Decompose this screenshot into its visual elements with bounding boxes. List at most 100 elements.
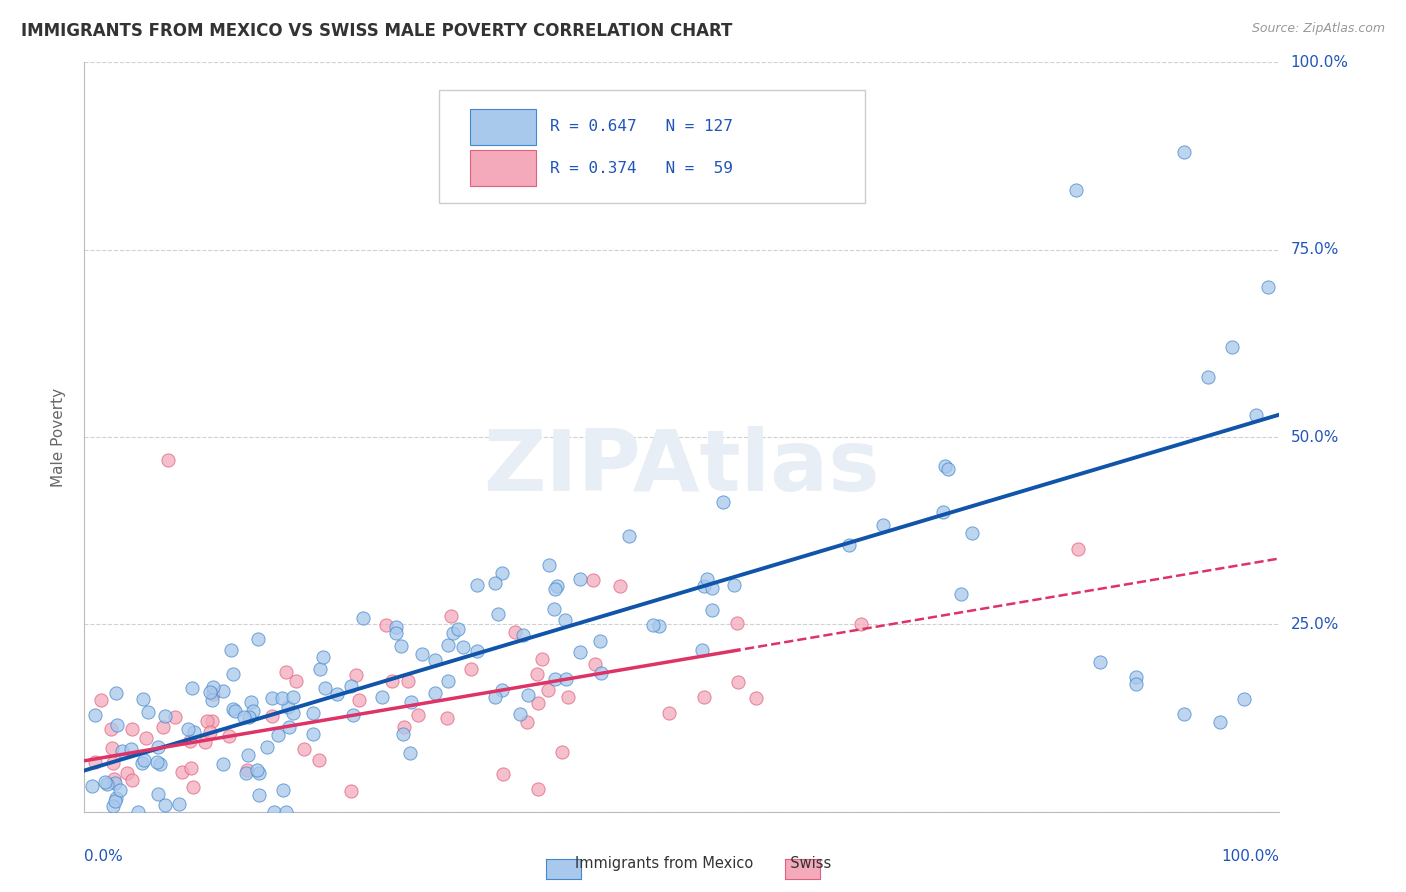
- Point: [183, 724, 205, 739]
- Point: [232, 710, 254, 724]
- Point: [389, 639, 412, 653]
- Point: [222, 666, 245, 681]
- Point: [1197, 370, 1219, 384]
- Point: [1209, 714, 1232, 729]
- Point: [512, 628, 534, 642]
- Point: [437, 673, 460, 688]
- Point: [551, 745, 574, 759]
- Point: [224, 704, 246, 718]
- Point: [725, 616, 748, 631]
- Point: [543, 672, 565, 686]
- Point: [135, 731, 157, 745]
- Point: [392, 720, 415, 734]
- Point: [381, 674, 404, 689]
- Point: [1233, 692, 1256, 706]
- Point: [104, 794, 127, 808]
- Point: [239, 695, 262, 709]
- Point: [115, 765, 138, 780]
- Point: [440, 609, 463, 624]
- Point: [84, 708, 107, 723]
- Point: [526, 666, 548, 681]
- Point: [198, 724, 221, 739]
- Point: [658, 706, 681, 720]
- Point: [131, 756, 153, 770]
- Point: [486, 607, 509, 621]
- Point: [949, 586, 972, 600]
- Point: [723, 578, 745, 592]
- Point: [120, 742, 142, 756]
- Point: [491, 682, 513, 697]
- Point: [396, 673, 419, 688]
- Point: [312, 649, 335, 664]
- Point: [247, 632, 270, 646]
- Point: [157, 452, 180, 467]
- Point: [1067, 541, 1090, 556]
- Point: [1173, 707, 1195, 722]
- Point: [242, 704, 264, 718]
- Text: 25.0%: 25.0%: [1291, 617, 1339, 632]
- Text: 50.0%: 50.0%: [1291, 430, 1339, 444]
- Point: [105, 686, 128, 700]
- Point: [569, 572, 592, 586]
- Text: 100.0%: 100.0%: [1222, 849, 1279, 864]
- Point: [121, 723, 143, 737]
- Point: [308, 753, 330, 767]
- Point: [1173, 145, 1195, 160]
- Point: [1244, 408, 1267, 422]
- Point: [934, 459, 956, 474]
- Point: [136, 705, 159, 719]
- Point: [491, 566, 513, 580]
- Point: [167, 797, 190, 812]
- Point: [342, 708, 364, 723]
- Point: [451, 640, 474, 654]
- Point: [537, 683, 560, 698]
- Point: [693, 690, 716, 704]
- Point: [212, 684, 235, 698]
- Point: [103, 772, 125, 787]
- Point: [326, 687, 349, 701]
- Text: Immigrants from Mexico        Swiss: Immigrants from Mexico Swiss: [575, 856, 831, 871]
- Text: 100.0%: 100.0%: [1291, 55, 1348, 70]
- Point: [198, 685, 221, 699]
- Point: [936, 462, 959, 476]
- Point: [872, 518, 894, 533]
- Point: [179, 734, 201, 748]
- Point: [177, 722, 200, 736]
- Point: [617, 529, 640, 543]
- Point: [447, 622, 470, 636]
- Y-axis label: Male Poverty: Male Poverty: [51, 387, 66, 487]
- Point: [277, 700, 299, 714]
- Point: [509, 707, 531, 722]
- Point: [423, 653, 446, 667]
- Point: [236, 748, 259, 763]
- Point: [155, 709, 177, 723]
- Text: R = 0.647   N = 127: R = 0.647 N = 127: [551, 120, 734, 135]
- Point: [256, 739, 278, 754]
- Point: [1257, 280, 1279, 294]
- Point: [274, 805, 297, 819]
- Point: [643, 618, 665, 632]
- Point: [711, 495, 734, 509]
- Point: [218, 729, 240, 743]
- Point: [344, 668, 367, 682]
- Point: [93, 775, 115, 789]
- Point: [132, 692, 155, 706]
- Point: [314, 681, 336, 695]
- Point: [385, 626, 408, 640]
- Point: [284, 673, 307, 688]
- Point: [260, 709, 283, 723]
- Point: [375, 618, 398, 632]
- Point: [273, 783, 295, 797]
- Point: [696, 573, 718, 587]
- Point: [247, 789, 270, 803]
- Point: [531, 652, 554, 666]
- Point: [700, 603, 723, 617]
- FancyBboxPatch shape: [439, 90, 865, 203]
- Point: [247, 766, 270, 780]
- Point: [235, 766, 257, 780]
- Point: [96, 777, 118, 791]
- Point: [583, 657, 606, 672]
- Point: [582, 573, 605, 587]
- Point: [960, 526, 983, 541]
- Point: [554, 614, 576, 628]
